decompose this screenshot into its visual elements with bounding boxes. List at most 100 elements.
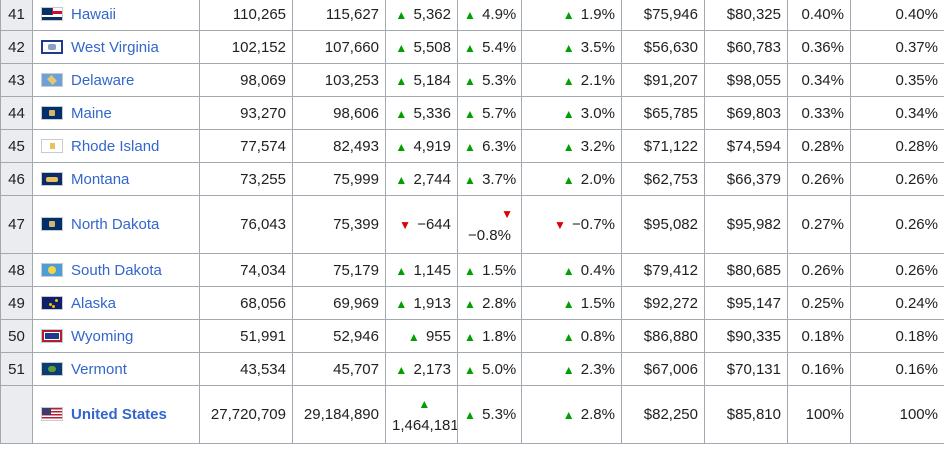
change-value: 2,744 [413, 170, 451, 188]
per-capita-2024-cell: $80,325 [704, 0, 788, 31]
share-2024-value: 0.26% [895, 216, 938, 233]
share-2024-cell: 100% [850, 385, 944, 444]
rank-value: 48 [8, 261, 25, 279]
state-link[interactable]: Delaware [71, 71, 135, 89]
flag-icon[interactable] [41, 295, 63, 310]
gdp-2024-value: 107,660 [324, 38, 379, 56]
share-2023-cell: 0.16% [787, 352, 851, 386]
increase-arrow-icon: ▲ [395, 172, 408, 187]
gdp-2023-cell: 77,574 [199, 129, 293, 163]
rank-cell: 46 [0, 162, 33, 196]
share-2023-value: 0.27% [801, 216, 844, 233]
percent-change-value: 4.9% [482, 5, 517, 23]
share-2023-cell: 0.36% [787, 30, 851, 64]
real-growth-cell: ▲ 2.3% [521, 352, 622, 386]
gdp-2024-cell: 115,627 [292, 0, 386, 31]
increase-arrow-icon: ▲ [418, 396, 431, 411]
increase-arrow-icon: ▲ [395, 106, 408, 121]
flag-icon[interactable] [41, 328, 63, 343]
share-2024-cell: 0.28% [850, 129, 944, 163]
share-2024-value: 0.24% [895, 294, 938, 312]
per-capita-2024-value: $70,131 [726, 360, 781, 378]
state-link[interactable]: Rhode Island [71, 137, 160, 155]
flag-icon[interactable] [41, 217, 63, 231]
state-cell: Maine [32, 96, 200, 130]
flag-icon[interactable] [41, 138, 63, 153]
real-growth-cell: ▲ 3.5% [521, 30, 622, 64]
change-value: −644 [417, 216, 451, 233]
flag-icon[interactable] [41, 407, 63, 421]
increase-arrow-icon: ▲ [464, 263, 476, 278]
per-capita-2024-value: $60,783 [726, 38, 781, 56]
increase-arrow-icon: ▲ [562, 139, 575, 154]
state-cell: West Virginia [32, 30, 200, 64]
state-link[interactable]: United States [71, 406, 167, 423]
gdp-2024-value: 75,999 [333, 170, 379, 188]
per-capita-2023-value: $91,207 [643, 71, 698, 89]
state-link[interactable]: North Dakota [71, 216, 160, 233]
increase-arrow-icon: ▲ [464, 139, 476, 154]
gdp-2024-value: 82,493 [333, 137, 379, 155]
rank-value: 51 [8, 360, 25, 378]
percent-change-value: 5.3% [482, 71, 517, 89]
rank-value: 42 [8, 38, 25, 56]
increase-arrow-icon: ▲ [464, 296, 476, 311]
increase-arrow-icon: ▲ [562, 7, 575, 22]
table-row: 47 North Dakota 76,043 75,399 ▼ −644 ▼ −0.8% ▼ … [0, 195, 944, 254]
gdp-2024-value: 45,707 [333, 360, 379, 378]
share-2023-value: 0.16% [801, 360, 844, 378]
flag-icon[interactable] [41, 6, 63, 21]
percent-change-value: 5.4% [482, 38, 517, 56]
gdp-2023-value: 110,265 [232, 5, 286, 23]
real-growth-value: 3.0% [580, 104, 615, 122]
state-cell: North Dakota [32, 195, 200, 254]
change-value: 5,362 [413, 5, 451, 23]
decrease-arrow-icon: ▼ [501, 206, 513, 221]
real-growth-cell: ▲ 1.5% [521, 286, 622, 320]
increase-arrow-icon: ▲ [562, 408, 575, 422]
state-link[interactable]: Maine [71, 104, 112, 122]
gdp-2023-value: 43,534 [240, 360, 286, 378]
flag-icon[interactable] [41, 361, 63, 376]
increase-arrow-icon: ▲ [395, 7, 408, 22]
per-capita-2023-value: $71,122 [643, 137, 698, 155]
state-link[interactable]: Alaska [71, 294, 117, 312]
increase-arrow-icon: ▲ [464, 362, 476, 377]
per-capita-2023-value: $65,785 [643, 104, 698, 122]
per-capita-2024-value: $69,803 [726, 104, 781, 122]
state-link[interactable]: South Dakota [71, 261, 162, 279]
real-growth-value: −0.7% [572, 216, 615, 233]
flag-icon[interactable] [41, 39, 63, 54]
real-growth-cell: ▲ 0.8% [521, 319, 622, 353]
state-link[interactable]: Wyoming [71, 327, 134, 345]
gdp-2023-value: 51,991 [240, 327, 286, 345]
per-capita-2023-value: $62,753 [643, 170, 698, 188]
state-link[interactable]: Vermont [71, 360, 127, 378]
state-link[interactable]: West Virginia [71, 38, 159, 56]
state-link[interactable]: Hawaii [71, 5, 117, 23]
gdp-2023-cell: 93,270 [199, 96, 293, 130]
per-capita-2023-cell: $82,250 [621, 385, 705, 444]
flag-icon[interactable] [41, 105, 63, 120]
share-2024-value: 0.35% [895, 71, 938, 89]
change-cell: ▲ 5,508 [385, 30, 458, 64]
decrease-arrow-icon: ▼ [399, 218, 412, 232]
gdp-2023-value: 102,152 [231, 38, 286, 56]
state-link[interactable]: Montana [71, 170, 130, 188]
flag-icon[interactable] [41, 262, 63, 277]
gdp-2023-cell: 43,534 [199, 352, 293, 386]
percent-change-value: 5.0% [482, 360, 517, 378]
percent-change-cell: ▲ 5.4% [457, 30, 522, 64]
per-capita-2023-cell: $86,880 [621, 319, 705, 353]
real-growth-cell: ▲ 2.0% [521, 162, 622, 196]
flag-icon[interactable] [41, 171, 63, 186]
gdp-2023-cell: 76,043 [199, 195, 293, 254]
change-value: 4,919 [413, 137, 451, 155]
per-capita-2023-cell: $75,946 [621, 0, 705, 31]
flag-icon[interactable] [41, 72, 63, 87]
rank-value: 45 [8, 137, 25, 155]
per-capita-2023-cell: $56,630 [621, 30, 705, 64]
change-cell: ▲ 5,336 [385, 96, 458, 130]
percent-change-cell: ▲ 6.3% [457, 129, 522, 163]
share-2024-cell: 0.18% [850, 319, 944, 353]
